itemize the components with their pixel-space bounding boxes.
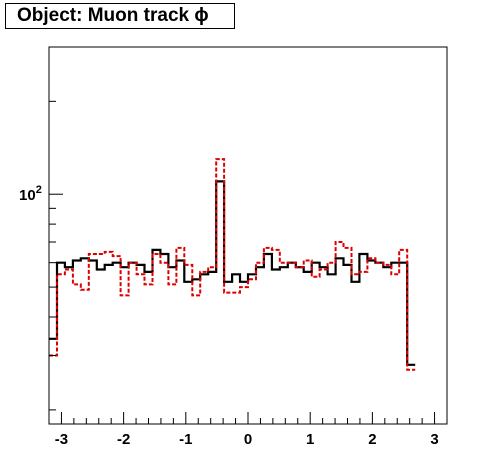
x-tick-label: 2 xyxy=(368,431,376,448)
chart-title: Object: Muon track ϕ xyxy=(5,3,235,29)
series-black-solid-line xyxy=(49,180,416,366)
x-axis: -3 -2 -1 0 1 2 3 xyxy=(48,412,448,448)
series-red-dashed-line xyxy=(49,158,416,371)
x-tick-label: -3 xyxy=(55,431,68,448)
x-tick-label: -2 xyxy=(117,431,130,448)
series-layer xyxy=(49,158,416,371)
plot-frame xyxy=(48,46,448,425)
y-axis: 102 xyxy=(19,46,63,411)
x-tick-label: -1 xyxy=(179,431,192,448)
y-tick-label: 102 xyxy=(19,184,42,204)
x-tick-label: 0 xyxy=(244,431,252,448)
x-tick-label: 3 xyxy=(430,431,438,448)
x-tick-label: 1 xyxy=(306,431,314,448)
